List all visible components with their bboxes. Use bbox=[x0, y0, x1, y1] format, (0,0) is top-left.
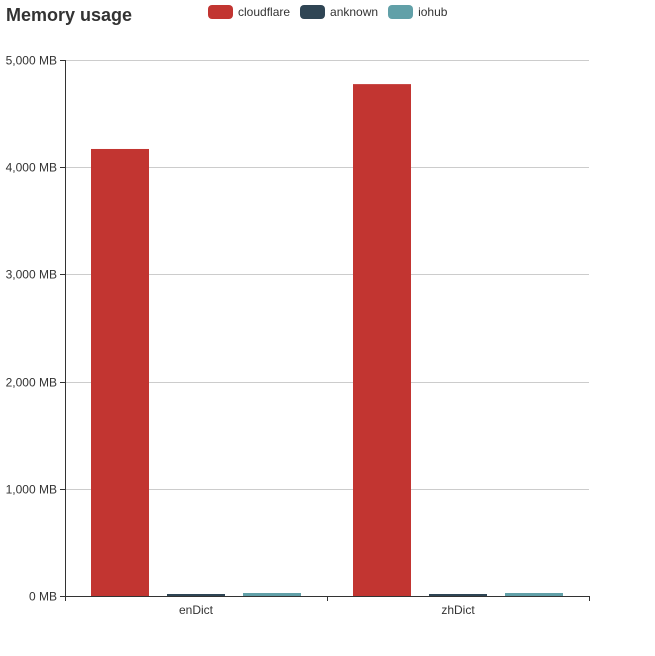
x-tick-label: enDict bbox=[179, 603, 214, 617]
bar-iohub-enDict bbox=[243, 592, 301, 596]
legend-item-cloudflare[interactable]: cloudflare bbox=[208, 5, 290, 19]
legend-label: anknown bbox=[330, 5, 379, 19]
legend-swatch bbox=[208, 5, 233, 19]
y-tick-label: 1,000 MB bbox=[6, 483, 57, 497]
y-tick-label: 0 MB bbox=[29, 590, 57, 604]
legend-label: cloudflare bbox=[238, 5, 291, 19]
chart-title: Memory usage bbox=[6, 5, 133, 25]
y-tick-label: 5,000 MB bbox=[6, 54, 57, 68]
legend-swatch bbox=[388, 5, 414, 19]
legend: cloudflare anknown iohub bbox=[208, 4, 457, 20]
legend-label: iohub bbox=[418, 5, 448, 19]
y-tick-label: 3,000 MB bbox=[6, 268, 57, 282]
y-tick-label: 2,000 MB bbox=[6, 376, 57, 390]
legend-swatch bbox=[300, 5, 326, 19]
bar-cloudflare-enDict bbox=[91, 148, 149, 596]
bar-anknown-enDict bbox=[167, 594, 225, 596]
x-tick-label: zhDict bbox=[441, 603, 475, 617]
legend-item-anknown[interactable]: anknown bbox=[300, 5, 378, 19]
legend-item-iohub[interactable]: iohub bbox=[388, 5, 447, 19]
bar-anknown-zhDict bbox=[429, 594, 487, 596]
bar-cloudflare-zhDict bbox=[353, 84, 411, 597]
y-tick-label: 4,000 MB bbox=[6, 161, 57, 175]
bar-iohub-zhDict bbox=[505, 592, 563, 596]
